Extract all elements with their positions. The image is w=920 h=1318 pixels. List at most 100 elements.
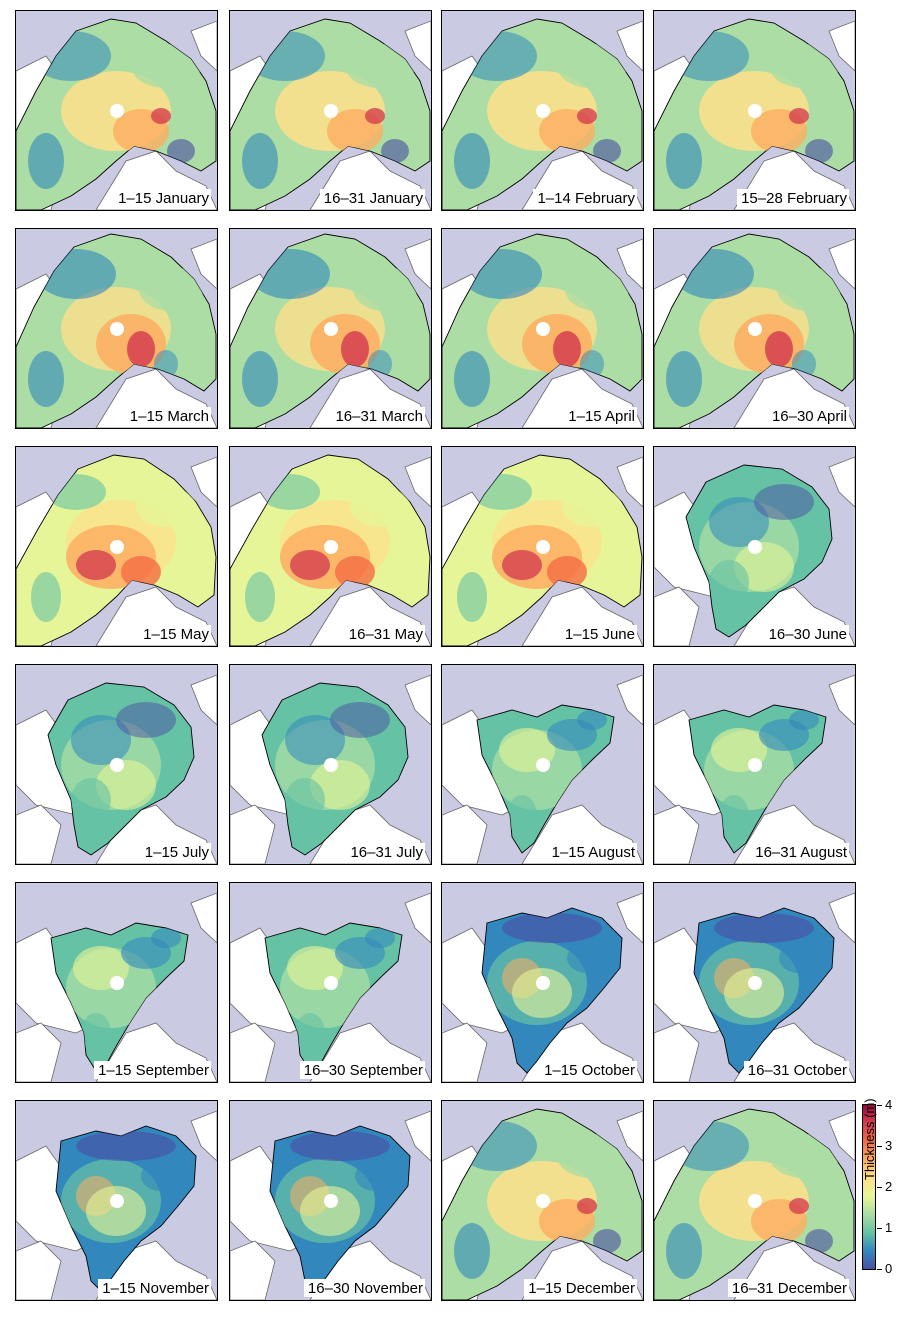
map-panel: 1–15 April — [441, 228, 644, 429]
map-panel: 1–14 February — [441, 10, 644, 211]
thickness-patch — [507, 795, 537, 835]
thickness-patch — [457, 572, 487, 622]
thickness-patch — [285, 778, 325, 822]
land-mass — [654, 1022, 700, 1082]
arctic-map — [442, 1101, 643, 1300]
thickness-patch — [512, 968, 572, 1018]
thickness-colorbar — [862, 1104, 876, 1270]
thickness-patch — [805, 139, 833, 163]
land-mass — [16, 804, 62, 864]
pole-hole — [748, 322, 762, 336]
thickness-patch — [345, 44, 415, 88]
arctic-map — [654, 11, 855, 210]
thickness-patch — [754, 484, 814, 520]
pole-hole — [536, 104, 550, 118]
thickness-patch — [714, 913, 814, 943]
thickness-patch — [242, 133, 278, 189]
land-mass — [654, 804, 700, 864]
thickness-patch — [136, 487, 196, 527]
thickness-patch — [96, 760, 156, 810]
land-mass — [442, 1022, 488, 1082]
pole-hole — [536, 758, 550, 772]
thickness-patch — [709, 560, 749, 604]
pole-hole — [110, 322, 124, 336]
land-mass — [828, 456, 855, 508]
arctic-map — [654, 229, 855, 428]
thickness-patch — [789, 1198, 809, 1214]
map-panel: 1–15 November — [15, 1100, 218, 1301]
thickness-field — [280, 928, 395, 1053]
thickness-patch — [167, 139, 195, 163]
arctic-map — [16, 447, 217, 646]
land-mass — [828, 238, 855, 290]
pole-hole — [748, 758, 762, 772]
thickness-patch — [127, 331, 155, 367]
arctic-map — [442, 11, 643, 210]
colorbar-tick-4 — [877, 1105, 882, 1106]
thickness-patch — [31, 572, 61, 622]
land-mass — [404, 238, 431, 290]
pole-hole — [748, 540, 762, 554]
colorbar-tick-3 — [877, 1146, 882, 1147]
land-mass — [616, 456, 643, 508]
panel-period-label: 16–31 August — [751, 843, 849, 861]
pole-hole — [110, 976, 124, 990]
thickness-patch — [295, 1013, 325, 1053]
thickness-patch — [666, 1223, 702, 1279]
thickness-patch — [805, 1229, 833, 1253]
pole-hole — [748, 104, 762, 118]
thickness-patch — [76, 550, 116, 580]
thickness-patch — [353, 267, 417, 311]
panel-period-label: 1–15 April — [564, 407, 637, 425]
thickness-patch — [454, 1223, 490, 1279]
map-panel: 16–31 July — [229, 664, 432, 865]
thickness-patch — [355, 1161, 395, 1191]
colorbar-ticklabel-3: 3 — [885, 1138, 893, 1153]
thickness-patch — [141, 1161, 181, 1191]
panel-period-label: 1–15 January — [114, 189, 211, 207]
thickness-patch — [734, 542, 794, 592]
pole-hole — [748, 1194, 762, 1208]
thickness-patch — [310, 760, 370, 810]
land-mass — [190, 892, 217, 944]
colorbar-ticklabel-1: 1 — [885, 1220, 893, 1235]
thickness-patch — [593, 139, 621, 163]
colorbar-tick-2 — [877, 1187, 882, 1188]
thickness-patch — [765, 331, 793, 367]
pole-hole — [110, 540, 124, 554]
thickness-patch — [76, 1131, 176, 1161]
arctic-map — [230, 11, 431, 210]
map-panel: 1–15 September — [15, 882, 218, 1083]
thickness-patch — [709, 497, 769, 547]
panel-period-label: 1–15 August — [547, 843, 637, 861]
pole-hole — [324, 1194, 338, 1208]
panel-period-label: 16–31 March — [331, 407, 425, 425]
thickness-patch — [139, 267, 203, 311]
land-mass — [616, 1110, 643, 1162]
map-panel: 16–31 March — [229, 228, 432, 429]
colorbar-ticklabel-2: 2 — [885, 1179, 893, 1194]
arctic-map — [16, 229, 217, 428]
thickness-patch — [789, 710, 819, 730]
thickness-field — [61, 702, 176, 822]
arctic-map — [230, 229, 431, 428]
pole-hole — [110, 104, 124, 118]
panel-period-label: 16–30 September — [299, 1061, 425, 1079]
panel-period-label: 1–15 September — [94, 1061, 211, 1079]
panel-period-label: 16–30 November — [303, 1279, 425, 1297]
land-mass — [616, 20, 643, 72]
thickness-patch — [71, 778, 111, 822]
map-panel: 16–31 October — [653, 882, 856, 1083]
map-panel: 16–31 May — [229, 446, 432, 647]
panel-period-label: 16–31 January — [319, 189, 425, 207]
colorbar-tick-0 — [877, 1269, 882, 1270]
thickness-patch — [502, 550, 542, 580]
land-mass — [230, 1240, 276, 1300]
map-panel: 1–15 June — [441, 446, 644, 647]
thickness-patch — [121, 556, 161, 588]
thickness-patch — [350, 487, 410, 527]
land-mass — [828, 1110, 855, 1162]
arctic-map — [16, 1101, 217, 1300]
thickness-patch — [666, 133, 702, 189]
map-panel: 1–15 March — [15, 228, 218, 429]
